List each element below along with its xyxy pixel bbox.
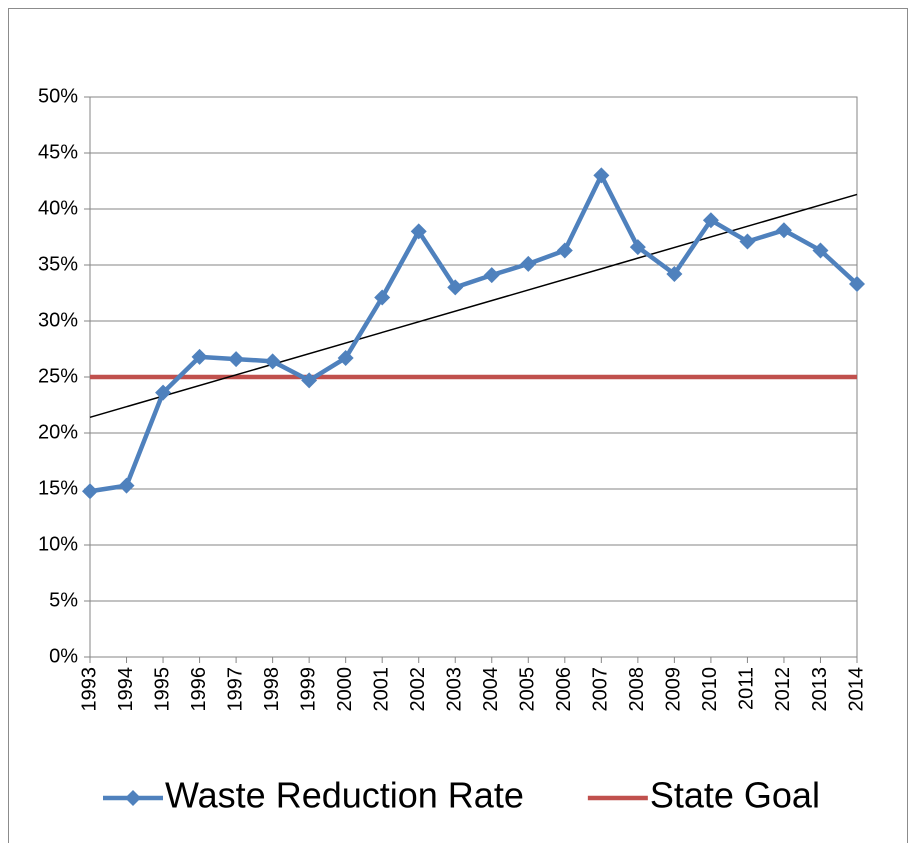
data-point (118, 477, 135, 494)
x-tick-label: 1999 (297, 667, 319, 712)
trendline (89, 193, 858, 419)
x-tick-label: 2012 (772, 667, 794, 712)
series-line (89, 173, 859, 494)
data-point (666, 265, 683, 282)
data-point (702, 212, 719, 229)
x-tick-label: 2007 (590, 667, 612, 712)
x-tick-label: 1997 (224, 667, 246, 712)
data-point (629, 239, 646, 256)
x-tick-label: 1994 (115, 667, 137, 712)
data-point (739, 233, 756, 250)
data-point (301, 372, 318, 389)
x-tick-label: 2013 (809, 667, 831, 712)
data-point (228, 351, 245, 368)
chart-border (8, 8, 908, 843)
legend-label: Waste Reduction Rate (165, 775, 524, 816)
legend-label: State Goal (650, 775, 820, 816)
x-tick-label: 2001 (370, 667, 392, 712)
y-tick-label: 5% (49, 589, 78, 611)
data-point (374, 289, 391, 306)
x-tick-label: 2008 (626, 667, 648, 712)
y-tick-label: 35% (38, 253, 78, 275)
y-tick-label: 30% (38, 309, 78, 331)
data-point (520, 255, 537, 272)
y-tick-label: 15% (38, 477, 78, 499)
data-point (812, 242, 829, 259)
y-tick-label: 0% (49, 645, 78, 667)
x-tick-label: 1993 (78, 667, 100, 712)
data-point (410, 223, 427, 240)
x-tick-label: 2010 (699, 667, 721, 712)
data-point (593, 167, 610, 184)
data-point (556, 242, 573, 259)
x-tick-label: 2009 (663, 667, 685, 712)
x-tick-label: 2011 (736, 667, 758, 710)
y-tick-label: 25% (38, 365, 78, 387)
data-point (191, 348, 208, 365)
data-point (775, 222, 792, 239)
x-tick-label: 2004 (480, 667, 502, 712)
x-tick-label: 1996 (188, 667, 210, 712)
data-point (849, 276, 865, 293)
data-point (483, 267, 500, 284)
y-tick-label: 10% (38, 533, 78, 555)
x-tick-label: 2014 (845, 667, 867, 712)
x-tick-label: 1995 (151, 667, 173, 712)
data-point (155, 384, 172, 401)
y-tick-label: 20% (38, 421, 78, 443)
x-tick-label: 1998 (261, 667, 283, 712)
x-tick-label: 2002 (407, 667, 429, 712)
x-tick-label: 2006 (553, 667, 575, 712)
x-tick-label: 2005 (517, 667, 539, 712)
y-tick-label: 40% (38, 197, 78, 219)
x-tick-label: 2003 (444, 667, 466, 712)
legend-marker (125, 790, 141, 806)
y-tick-label: 50% (38, 85, 78, 107)
data-point (337, 349, 354, 366)
x-tick-label: 2000 (334, 667, 356, 712)
data-point (82, 483, 98, 500)
data-point (447, 279, 464, 296)
y-tick-label: 45% (38, 141, 78, 163)
data-point (264, 353, 281, 370)
